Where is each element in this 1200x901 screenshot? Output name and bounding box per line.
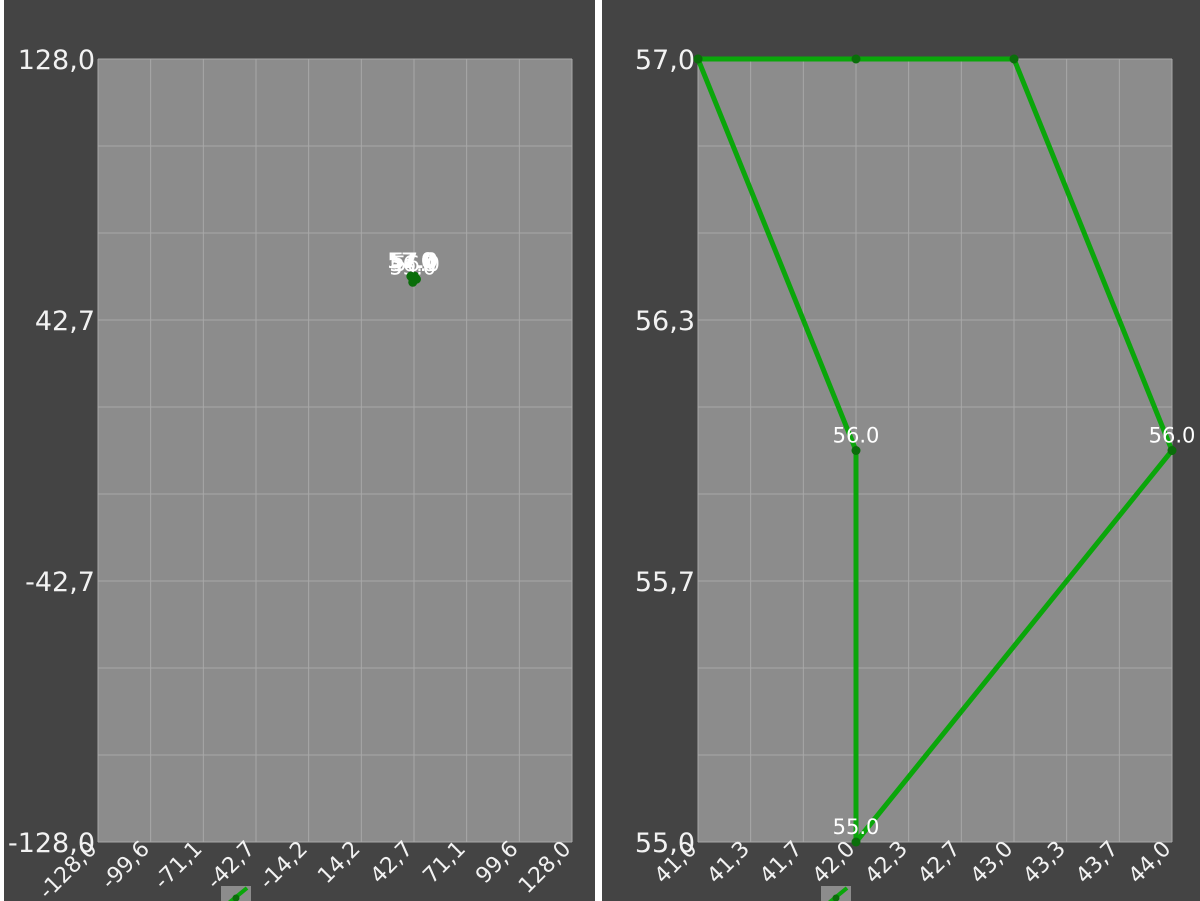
x-tick-label: 128,0 bbox=[514, 837, 576, 899]
x-tick-label: 42,7 bbox=[913, 837, 965, 889]
data-point bbox=[693, 54, 703, 64]
data-label: 55.0 bbox=[833, 815, 880, 839]
data-point bbox=[1009, 54, 1019, 64]
data-label: 57.0 bbox=[389, 249, 436, 273]
y-tick-label: 128,0 bbox=[18, 45, 95, 76]
y-tick-label: 57,0 bbox=[635, 45, 695, 76]
x-tick-label: 14,2 bbox=[313, 837, 365, 889]
x-tick-label: 71,1 bbox=[419, 837, 471, 889]
x-tick-label: 41,7 bbox=[755, 837, 807, 889]
legend-marker bbox=[832, 894, 840, 901]
data-point bbox=[851, 54, 861, 64]
x-tick-label: 42,3 bbox=[861, 837, 913, 889]
y-tick-label: 55,7 bbox=[635, 567, 695, 598]
x-tick-label: -14,2 bbox=[255, 837, 313, 895]
y-tick-label: -128,0 bbox=[8, 828, 95, 859]
data-label: 57.0 bbox=[388, 249, 435, 273]
x-tick-label: 41,3 bbox=[703, 837, 755, 889]
y-tick-label: 55,0 bbox=[635, 828, 695, 859]
legend-marker bbox=[232, 894, 240, 901]
chart-panel-right: 57,0 56,3 55,7 55,0 41,0 41,3 41,7 42,0 42,3 42,7… bbox=[602, 0, 1200, 901]
chart-right: 57,056,355,755,041,0 41,3 41,7 42,0 42,3 42,7… bbox=[635, 45, 1196, 901]
x-tick-label: 43,7 bbox=[1071, 837, 1123, 889]
x-tick-label: -99,6 bbox=[97, 837, 155, 895]
data-label: 57.0 bbox=[391, 249, 438, 273]
data-label: 56.0 bbox=[393, 252, 440, 276]
chart-left: 128,042,7-42,7-128,0-128,0-99,6-71,1-42,… bbox=[8, 45, 576, 901]
y-tick-label: 56,3 bbox=[635, 306, 695, 337]
x-tick-label: 44,0 bbox=[1124, 837, 1176, 889]
data-point bbox=[406, 271, 416, 281]
data-point bbox=[851, 837, 861, 847]
x-tick-label: 43,0 bbox=[966, 837, 1018, 889]
data-label: 56.0 bbox=[833, 424, 880, 448]
y-tick-label: -42,7 bbox=[25, 567, 95, 598]
chart-panel-left: 128,0 42,7 -42,7 -128,0 -128,0 -99,6 -71,1 -42,… bbox=[4, 0, 595, 901]
data-point bbox=[1167, 446, 1177, 455]
x-tick-label: 43,3 bbox=[1019, 837, 1071, 889]
plot-area bbox=[698, 59, 1172, 842]
x-tick-label: -42,7 bbox=[202, 837, 260, 895]
y-tick-label: 42,7 bbox=[35, 306, 95, 337]
panel-divider bbox=[595, 0, 602, 901]
data-point bbox=[851, 446, 861, 455]
data-label: 57.0 bbox=[388, 249, 435, 273]
x-tick-label: -71,1 bbox=[150, 837, 208, 895]
plot-area bbox=[98, 59, 572, 842]
x-tick-label: 42,7 bbox=[366, 837, 418, 889]
data-label: 56.0 bbox=[1149, 424, 1196, 448]
